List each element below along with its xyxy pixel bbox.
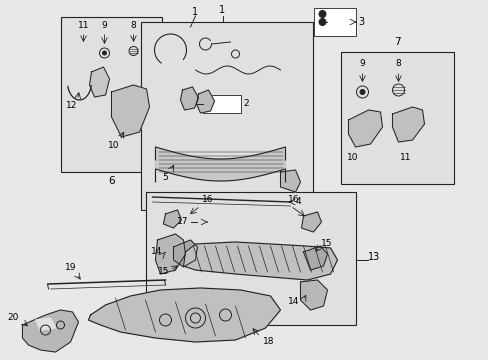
Polygon shape (173, 240, 197, 267)
Text: 11: 11 (78, 21, 89, 30)
Polygon shape (155, 234, 185, 274)
Text: 15: 15 (157, 267, 169, 276)
Bar (140, 22, 312, 210)
Text: 12: 12 (66, 100, 77, 109)
Polygon shape (300, 280, 327, 310)
Text: 15: 15 (320, 239, 331, 248)
Text: 10: 10 (107, 140, 119, 149)
Polygon shape (89, 67, 109, 97)
Polygon shape (301, 212, 321, 232)
Polygon shape (36, 318, 55, 330)
Polygon shape (183, 242, 337, 280)
Polygon shape (180, 87, 198, 110)
Text: 2: 2 (243, 99, 248, 108)
Text: 16: 16 (202, 195, 213, 204)
Bar (61, 17, 161, 172)
Text: 1: 1 (192, 7, 198, 17)
Polygon shape (163, 210, 181, 228)
Text: 17: 17 (177, 217, 188, 226)
Text: 14: 14 (150, 248, 162, 256)
Bar (196, 216, 204, 228)
Polygon shape (280, 170, 300, 192)
Bar (202, 95, 240, 113)
Text: 9: 9 (359, 59, 365, 68)
Text: 20: 20 (7, 314, 19, 323)
Text: 5: 5 (163, 172, 168, 181)
Bar (210, 218, 240, 228)
Text: 8: 8 (395, 59, 401, 68)
Polygon shape (348, 110, 382, 147)
Text: 7: 7 (393, 37, 400, 47)
Text: 4: 4 (295, 198, 301, 207)
Text: 3: 3 (358, 17, 364, 27)
Text: 19: 19 (64, 264, 76, 273)
Polygon shape (111, 85, 149, 137)
Polygon shape (88, 288, 280, 342)
Text: 16: 16 (287, 195, 299, 204)
Text: 9: 9 (102, 21, 107, 30)
Text: 10: 10 (346, 153, 358, 162)
Bar (340, 52, 452, 184)
Text: 14: 14 (287, 297, 299, 306)
Bar (145, 192, 355, 325)
Text: 11: 11 (399, 153, 410, 162)
Polygon shape (303, 246, 327, 270)
Bar (313, 8, 355, 36)
Text: 1: 1 (219, 5, 225, 15)
Polygon shape (196, 90, 214, 113)
Polygon shape (155, 147, 285, 182)
Text: 18: 18 (262, 338, 273, 346)
Circle shape (359, 90, 364, 94)
Circle shape (102, 51, 106, 55)
Text: 8: 8 (130, 21, 136, 30)
Text: 13: 13 (367, 252, 379, 262)
Text: 6: 6 (108, 176, 115, 186)
Polygon shape (392, 107, 424, 142)
Polygon shape (22, 310, 79, 352)
Circle shape (318, 10, 325, 18)
Circle shape (318, 18, 325, 26)
